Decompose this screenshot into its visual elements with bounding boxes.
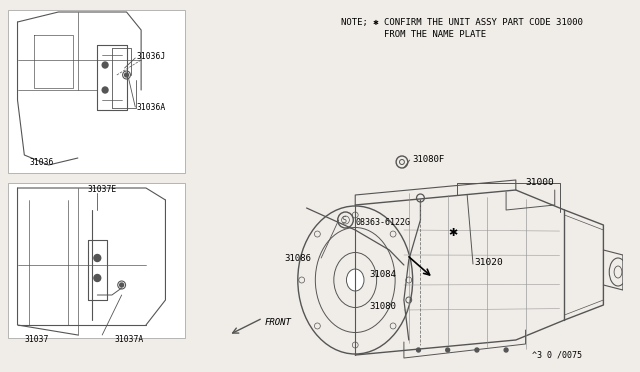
Text: 31084: 31084	[370, 270, 397, 279]
Text: FROM THE NAME PLATE: FROM THE NAME PLATE	[340, 30, 486, 39]
Circle shape	[504, 348, 508, 352]
Bar	[8, 10, 185, 173]
Circle shape	[445, 348, 450, 352]
Text: S: S	[341, 215, 346, 224]
Circle shape	[125, 73, 129, 77]
Text: ^3 0 /0075: ^3 0 /0075	[532, 351, 582, 360]
Text: 31086: 31086	[284, 254, 311, 263]
Text: ✱: ✱	[448, 228, 457, 238]
Text: 31036A: 31036A	[136, 103, 166, 112]
Circle shape	[120, 283, 124, 287]
Text: 31036J: 31036J	[136, 52, 166, 61]
Text: FRONT: FRONT	[265, 318, 292, 327]
Text: 31080F: 31080F	[413, 155, 445, 164]
Text: 31036: 31036	[29, 158, 54, 167]
Text: 08363-6122G: 08363-6122G	[355, 218, 410, 227]
Circle shape	[94, 275, 100, 282]
Text: 31037A: 31037A	[115, 335, 144, 344]
Circle shape	[475, 348, 479, 352]
Circle shape	[94, 254, 100, 262]
Text: 31037: 31037	[24, 335, 49, 344]
Text: NOTE; ✱ CONFIRM THE UNIT ASSY PART CODE 31000: NOTE; ✱ CONFIRM THE UNIT ASSY PART CODE …	[340, 18, 582, 27]
Text: 31080: 31080	[370, 302, 397, 311]
Circle shape	[417, 348, 420, 352]
Bar	[8, 183, 185, 338]
Circle shape	[102, 87, 108, 93]
Text: 31020: 31020	[474, 258, 502, 267]
Text: 31000: 31000	[525, 178, 554, 187]
Text: 31037E: 31037E	[88, 185, 117, 194]
Ellipse shape	[346, 269, 364, 291]
Circle shape	[102, 62, 108, 68]
